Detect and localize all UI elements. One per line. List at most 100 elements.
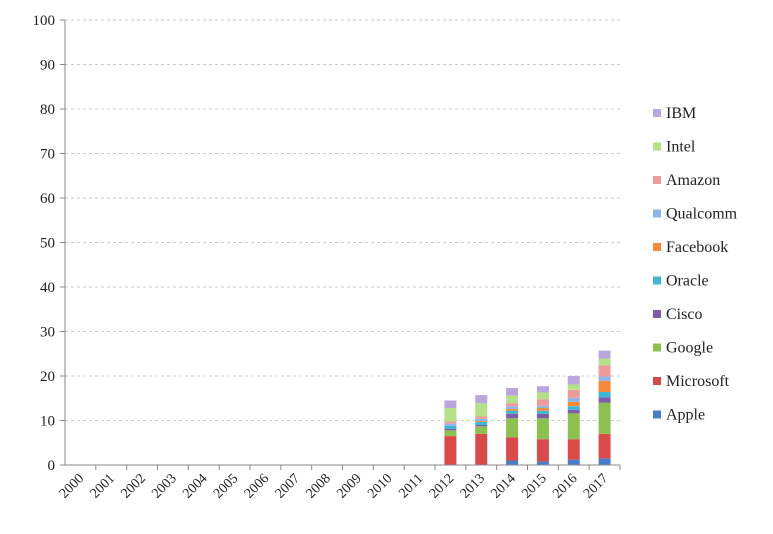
legend-label: Cisco: [666, 306, 702, 323]
y-tick-label: 0: [48, 458, 56, 474]
legend-label: IBM: [666, 105, 696, 122]
legend-label: Google: [666, 340, 713, 357]
bar-segment-qualcomm: [537, 406, 549, 408]
legend-swatch: [653, 109, 661, 117]
bar-segment-ibm: [568, 376, 580, 384]
bar-segment-oracle: [444, 426, 456, 429]
bar-segment-oracle: [599, 392, 611, 397]
y-tick-label: 80: [40, 102, 55, 118]
bar-segment-amazon: [599, 365, 611, 376]
y-tick-label: 70: [40, 147, 55, 163]
bars: [444, 351, 610, 465]
legend-swatch: [653, 176, 661, 184]
bar-segment-microsoft: [568, 439, 580, 459]
y-tick-label: 40: [40, 280, 55, 296]
bar-segment-apple: [537, 461, 549, 465]
x-tick-label: 2012: [427, 471, 457, 501]
bar-segment-qualcomm: [599, 376, 611, 380]
bar-segment-cisco: [506, 414, 518, 418]
legend-swatch: [653, 344, 661, 352]
bar-segment-facebook: [568, 402, 580, 406]
bar-segment-apple: [599, 458, 611, 465]
bar-segment-google: [444, 430, 456, 436]
x-tick-label: 2010: [365, 471, 395, 501]
y-tick-label: 10: [40, 414, 55, 430]
y-tick-label: 20: [40, 369, 55, 385]
x-tick-label: 2006: [242, 471, 272, 501]
x-tick-label: 2009: [334, 471, 364, 501]
legend-label: Oracle: [666, 273, 709, 290]
legend-label: Amazon: [666, 172, 720, 189]
bar-segment-apple: [506, 461, 518, 465]
x-tick-label: 2017: [581, 471, 611, 501]
legend-label: Qualcomm: [666, 206, 738, 223]
bar-segment-google: [475, 426, 487, 434]
bar-segment-intel: [475, 403, 487, 416]
bar-segment-facebook: [537, 408, 549, 411]
legend-swatch: [653, 310, 661, 318]
bar-segment-google: [599, 403, 611, 434]
x-tick-label: 2014: [489, 471, 519, 501]
x-tick-label: 2004: [180, 471, 210, 501]
bar-segment-microsoft: [537, 439, 549, 461]
bar-segment-microsoft: [506, 437, 518, 460]
legend: IBM Intel Amazon Qualcomm Facebook Oracle Cisc…: [653, 105, 738, 424]
bar-segment-oracle: [568, 406, 580, 410]
x-tick-label: 2016: [550, 471, 580, 501]
bar-segment-amazon: [537, 399, 549, 406]
legend-swatch: [653, 377, 661, 385]
y-tick-label: 90: [40, 58, 55, 74]
bar-segment-facebook: [475, 421, 487, 422]
x-tick-label: 2013: [458, 471, 488, 501]
bar-segment-google: [568, 413, 580, 439]
bar-segment-microsoft: [444, 436, 456, 464]
x-tick-label: 2000: [57, 471, 87, 501]
bar-segment-oracle: [537, 411, 549, 414]
x-tick-label: 2007: [273, 471, 303, 501]
x-tick-label: 2002: [119, 471, 149, 501]
bar-segment-cisco: [599, 397, 611, 402]
bar-segment-intel: [599, 359, 611, 366]
bar-segment-qualcomm: [568, 398, 580, 402]
bar-segment-cisco: [537, 414, 549, 418]
legend-label: Facebook: [666, 239, 728, 256]
bar-segment-ibm: [444, 400, 456, 408]
bar-segment-microsoft: [599, 434, 611, 458]
bar-segment-oracle: [475, 422, 487, 425]
bar-segment-google: [537, 418, 549, 439]
bar-segment-qualcomm: [506, 406, 518, 409]
x-tick-label: 2008: [304, 471, 334, 501]
legend-swatch: [653, 210, 661, 218]
legend-label: Intel: [666, 139, 696, 156]
x-tick-label: 2011: [396, 471, 426, 501]
bar-segment-amazon: [568, 390, 580, 398]
bar-segment-intel: [537, 392, 549, 399]
legend-label: Microsoft: [666, 373, 730, 390]
bar-segment-ibm: [537, 386, 549, 392]
y-tick-label: 30: [40, 325, 55, 341]
legend-label: Apple: [666, 407, 705, 424]
x-tick-label: 2003: [149, 471, 179, 501]
bar-segment-qualcomm: [475, 419, 487, 421]
bar-segment-facebook: [506, 409, 518, 411]
bar-segment-microsoft: [475, 434, 487, 465]
bar-segment-facebook: [599, 381, 611, 392]
bar-segment-amazon: [444, 421, 456, 423]
bar-segment-cisco: [475, 425, 487, 426]
gridlines: [65, 20, 620, 421]
y-tick-label: 60: [40, 191, 55, 207]
legend-swatch: [653, 143, 661, 151]
bar-segment-google: [506, 418, 518, 437]
bar-segment-amazon: [506, 403, 518, 406]
legend-swatch: [653, 243, 661, 251]
x-tick-label: 2005: [211, 471, 241, 501]
bar-segment-intel: [568, 384, 580, 389]
bar-segment-oracle: [506, 411, 518, 414]
bar-segment-amazon: [475, 416, 487, 418]
x-tick-label: 2015: [519, 471, 549, 501]
bar-segment-apple: [568, 460, 580, 465]
legend-swatch: [653, 411, 661, 419]
bar-segment-ibm: [475, 395, 487, 403]
